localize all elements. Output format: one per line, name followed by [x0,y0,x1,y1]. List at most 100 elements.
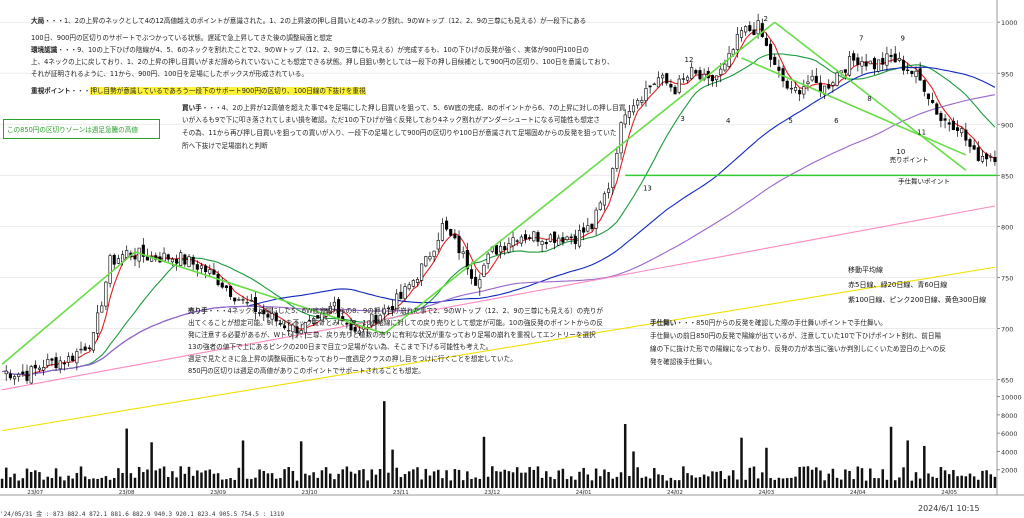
volume-bar [586,474,590,488]
wave-label: 13 [643,185,652,193]
volume-bar [623,424,627,488]
volume-bar [229,478,232,488]
candle-body [445,220,449,230]
volume-bar [794,476,797,488]
volume-bar [885,479,889,488]
candle-body [287,329,291,332]
candle-body [370,313,374,326]
candle-body [914,70,918,77]
time-tick-label: 23/11 [393,490,409,496]
candle-body [881,57,885,65]
volume-bar [212,473,216,488]
candle-body [486,253,490,264]
volume-bar [507,471,511,488]
volume-bar [407,471,411,488]
candle-body [573,235,577,244]
candle-body [71,355,75,361]
candle-body [150,256,154,262]
volume-bar [690,475,693,488]
volume-tick-label: 4000 [1001,448,1018,456]
volume-bar [474,477,477,488]
candle-body [461,251,465,254]
candle-body [262,309,266,315]
signal-label: 売りポイント [890,155,929,164]
candle-body [577,230,582,247]
note-exit-2: 手仕舞いの前日850円の反発で陽線が出ているが、注意していた10で下ひげポイント… [650,332,942,340]
volume-bar [154,470,158,488]
volume-bar [640,477,644,488]
volume-bar [283,469,286,488]
wave-label: 7 [859,35,863,43]
candle-body [96,312,100,334]
candle-body [137,247,141,262]
volume-bar [599,476,602,488]
candle-body [17,373,21,377]
volume-bar [291,470,295,488]
volume-bar [345,466,349,488]
volume-bar [470,479,473,488]
ma-legend-line1: 赤5日線、緑20日線、青60日線 [848,281,948,289]
volume-bar [266,473,270,488]
volume-bar [362,469,365,488]
candle-body [453,234,457,239]
volume-bar [769,477,772,488]
candle-body [75,351,79,364]
candle-body [806,81,810,85]
volume-bar [682,466,685,488]
candle-body [507,243,511,253]
candle-body [993,157,997,162]
volume-bar [486,476,490,488]
candle-body [640,100,644,103]
candle-body [623,114,627,125]
candle-body [756,20,760,35]
volume-bar [378,468,382,488]
volume-bar [312,472,315,488]
volume-bar [13,473,16,488]
candle-body [208,269,212,274]
volume-bar [549,476,552,488]
volume-bar [258,469,261,488]
volume-bar [528,467,531,488]
volume-bar [561,468,565,488]
volume-bar [694,477,698,488]
volume-bar [648,478,652,488]
volume-bar [852,479,855,488]
volume-bar [316,477,320,488]
volume-bar [100,477,104,488]
candle-body [224,285,228,289]
volume-bar [889,426,893,488]
candle-body [21,371,25,375]
volume-bar [869,468,872,488]
volume-bar [71,478,74,488]
volume-bar [295,480,299,488]
volume-bar [665,480,668,488]
volume-bar [698,477,702,488]
candle-body [661,74,665,79]
volume-bar [171,471,174,488]
candle-body [183,254,187,265]
candle-body [457,235,461,254]
ma-line-100 [2,94,995,376]
volume-bar [931,476,934,488]
candle-body [814,75,818,84]
candle-body [316,315,320,319]
candle-body [270,313,274,320]
candle-body [752,29,756,35]
candle-body [204,265,208,273]
candle-body [644,88,648,101]
candle-body [58,360,62,370]
candle-body [897,58,901,61]
candle-body [33,364,37,369]
candle-body [760,23,764,38]
volume-bar [752,466,756,488]
volume-bar [935,477,939,488]
volume-bar [607,472,610,488]
volume-bar [773,479,776,488]
candle-body [769,43,773,60]
volume-bar [815,467,818,488]
candle-body [935,103,939,115]
wave-label: 9 [901,35,905,43]
candle-body [607,188,611,193]
candle-body [166,254,170,260]
